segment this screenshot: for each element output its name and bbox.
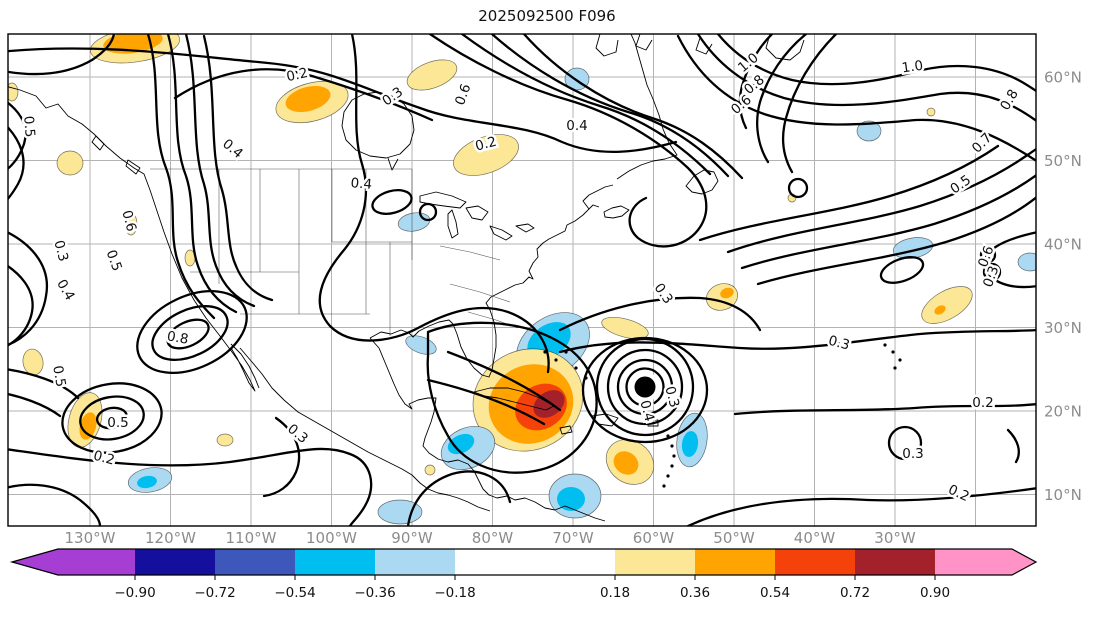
x-tick-label: 80°W — [472, 529, 514, 547]
x-tick-label: 50°W — [713, 529, 755, 547]
contour-label: 0.4 — [53, 277, 78, 304]
colorbar-segment — [855, 549, 935, 575]
y-tick-label: 40°N — [1044, 236, 1082, 254]
figure: 2025092500 F096 — [0, 0, 1105, 615]
x-tick-label: 70°W — [552, 529, 594, 547]
contour-lines — [0, 34, 1040, 526]
shaded-region-positive — [927, 108, 935, 116]
plot-title: 2025092500 F096 — [478, 7, 615, 25]
map-area: 0.20.30.60.40.40.20.40.50.60.50.30.40.80… — [0, 22, 1042, 526]
contour-label: 0.2 — [285, 65, 309, 85]
contour-label: 0.3 — [379, 84, 406, 109]
x-tick-label: 130°W — [65, 529, 116, 547]
colorbar-over-arrow — [935, 549, 1036, 575]
colorbar-tick-label: −0.18 — [434, 585, 475, 601]
contour-label: 0.3 — [827, 333, 852, 354]
contour-label: 0.5 — [103, 248, 125, 274]
contour-label: 0.3 — [284, 421, 311, 447]
colorbar-segment — [695, 549, 775, 575]
contour-label: 0.6 — [118, 209, 139, 234]
shaded-region-positive — [217, 434, 233, 446]
x-axis-longitude-labels: 130°W 120°W 110°W 100°W 90°W 80°W 70°W 60°W 50°W… — [65, 529, 916, 547]
colorbar-segment — [295, 549, 375, 575]
colorbar-tick-label: 0.36 — [680, 585, 710, 601]
contour-label: 0.3 — [651, 280, 676, 307]
contour-label: 0.5 — [49, 364, 68, 388]
colorbar-tick-label: −0.72 — [194, 585, 235, 601]
x-tick-label: 60°W — [633, 529, 675, 547]
x-tick-label: 110°W — [226, 529, 277, 547]
colorbar-tick-label: −0.90 — [114, 585, 155, 601]
colorbar-tick-label: 0.90 — [920, 585, 950, 601]
shaded-region-positive — [425, 465, 435, 475]
contour-label: 1.0 — [901, 58, 925, 77]
colorbar-segment — [135, 549, 215, 575]
contour-label: 0.2 — [92, 448, 117, 469]
shaded-regions — [6, 22, 1042, 524]
y-axis-latitude-labels: 10°N 20°N 30°N 40°N 50°N 60°N — [1044, 69, 1082, 505]
contour-label: 0.7 — [969, 130, 996, 157]
contour-label: 0.2 — [946, 482, 972, 506]
colorbar-tick-label: 0.72 — [840, 585, 870, 601]
contour-label: 0.6 — [452, 82, 474, 108]
y-tick-label: 60°N — [1044, 69, 1082, 87]
contour-label: 0.2 — [972, 395, 993, 411]
colorbar-tick-label: −0.54 — [274, 585, 315, 601]
shaded-region-negative — [397, 210, 432, 233]
colorbar-segment — [775, 549, 855, 575]
y-tick-label: 10°N — [1044, 486, 1082, 504]
colorbar-tick-label: 0.54 — [760, 585, 790, 601]
colorbar-tick-label: −0.36 — [354, 585, 395, 601]
x-tick-label: 100°W — [306, 529, 357, 547]
y-tick-label: 20°N — [1044, 403, 1082, 421]
contour-label: 0.5 — [107, 415, 128, 431]
contour-label: 0.4 — [219, 136, 246, 162]
x-tick-label: 40°W — [794, 529, 836, 547]
shaded-region-positive — [916, 279, 978, 331]
contour-label: 0.4 — [350, 175, 373, 193]
cyclone-marker — [583, 338, 707, 442]
y-tick-label: 50°N — [1044, 152, 1082, 170]
weather-map-canvas: 2025092500 F096 — [0, 0, 1105, 615]
x-tick-label: 120°W — [145, 529, 196, 547]
coastline-great-lakes — [420, 192, 534, 240]
coastline-hudson-bay — [342, 92, 414, 170]
colorbar-under-arrow — [12, 549, 135, 575]
x-tick-label: 90°W — [391, 529, 433, 547]
coastline-islands — [92, 34, 804, 434]
x-tick-label: 30°W — [874, 529, 916, 547]
contour-label: 0.5 — [20, 115, 38, 138]
contour-label: 0.3 — [902, 446, 923, 462]
cyclone-center-dot — [635, 377, 656, 398]
shaded-region-negative — [403, 332, 439, 358]
colorbar-segment — [615, 549, 695, 575]
contour-label: 0.5 — [947, 172, 974, 197]
colorbar: −0.90 −0.72 −0.54 −0.36 −0.18 0.18 0.36 0.54 0.7… — [12, 549, 1036, 601]
contour-label: 0.4 — [566, 118, 587, 134]
colorbar-segment — [375, 549, 455, 575]
y-tick-label: 30°N — [1044, 319, 1082, 337]
shaded-region-positive — [57, 151, 83, 175]
colorbar-tick-label: 0.18 — [600, 585, 630, 601]
colorbar-segment — [455, 549, 615, 575]
shaded-region-negative — [1018, 253, 1042, 271]
contour-label: 0.3 — [50, 239, 71, 264]
colorbar-segment — [215, 549, 295, 575]
